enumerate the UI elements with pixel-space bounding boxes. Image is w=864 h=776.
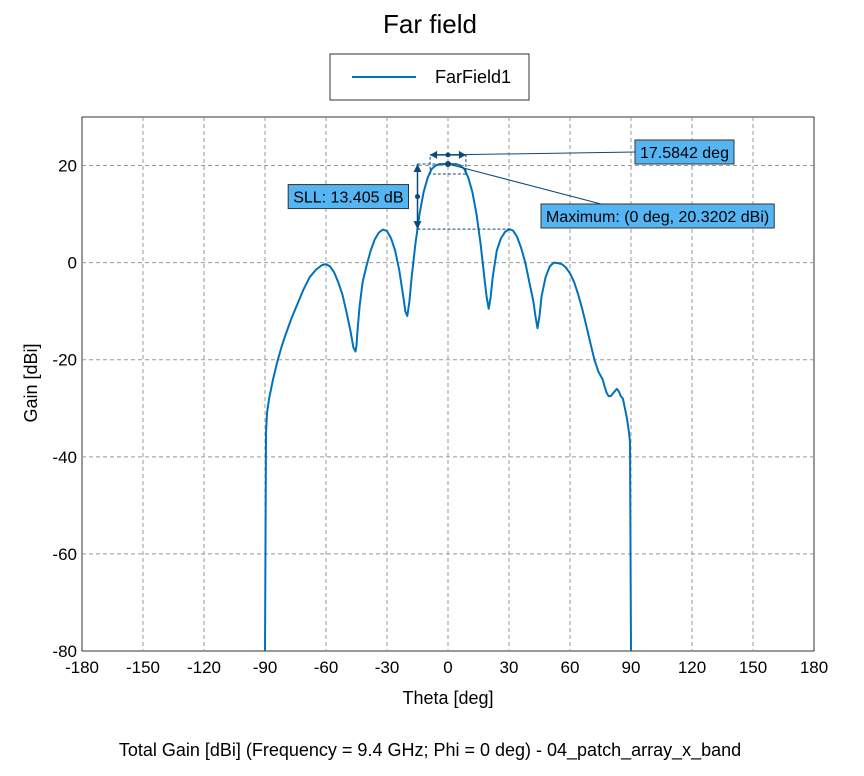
chart-caption: Total Gain [dBi] (Frequency = 9.4 GHz; P…: [119, 740, 741, 761]
y-tick-label: 20: [58, 157, 77, 176]
legend[interactable]: FarField1: [329, 53, 530, 101]
x-tick-label: -90: [253, 658, 278, 677]
y-tick-labels: 20 0 -20 -40 -60 -80: [52, 157, 77, 661]
beamwidth-label: 17.5842 deg: [634, 139, 735, 165]
maximum-leader: [447, 163, 602, 205]
x-axis-label: Theta [deg]: [402, 688, 493, 708]
annotation-layer: 17.5842 deg SLL: 13.405 dB Maximum: (0 deg…: [287, 139, 775, 230]
plot-area: -180 -150 -120 -90 -60 -30 0 30 60 90 120 150 180 20…: [52, 116, 828, 677]
sll-label-text: SLL: 13.405 dB: [293, 190, 403, 207]
sll-center-dot: [415, 194, 420, 200]
legend-label: FarField1: [435, 67, 511, 87]
x-tick-label: 90: [622, 658, 641, 677]
series-layer: [264, 163, 632, 652]
sll-arrow-bottom: [413, 221, 422, 230]
x-tick-label: 120: [678, 658, 706, 677]
x-tick-label: 30: [500, 658, 519, 677]
series-line: [264, 163, 632, 652]
chart-title: Far field: [383, 9, 477, 39]
y-tick-label: -60: [52, 545, 77, 564]
x-tick-label: -150: [126, 658, 160, 677]
x-tick-label: 150: [739, 658, 767, 677]
sll-arrow-top: [413, 163, 422, 172]
maximum-label: Maximum: (0 deg, 20.3202 dBi): [540, 203, 775, 229]
x-tick-label: 180: [800, 658, 828, 677]
x-tick-label: -180: [65, 658, 99, 677]
sll-label-box: [287, 184, 409, 210]
x-tick-labels: -180 -150 -120 -90 -60 -30 0 30 60 90 120 150 180: [65, 658, 828, 677]
y-axis-label: Gain [dBi]: [21, 343, 41, 422]
beamwidth-arrow-left: [430, 150, 438, 159]
x-tick-label: 0: [443, 658, 452, 677]
y-tick-label: -40: [52, 448, 77, 467]
beamwidth-leader: [447, 151, 636, 156]
maximum-label-box: [540, 203, 775, 229]
sll-label: SLL: 13.405 dB: [287, 184, 409, 210]
beamwidth-label-box: [634, 139, 735, 165]
beamwidth-label-text: 17.5842 deg: [640, 145, 729, 162]
maximum-label-text: Maximum: (0 deg, 20.3202 dBi): [546, 209, 769, 226]
x-tick-label: -60: [314, 658, 339, 677]
x-tick-label: 60: [561, 658, 580, 677]
y-tick-label: 0: [68, 254, 77, 273]
y-tick-label: -20: [52, 351, 77, 370]
x-tick-label: -120: [187, 658, 221, 677]
x-tick-label: -30: [375, 658, 400, 677]
y-tick-label: -80: [52, 642, 77, 661]
